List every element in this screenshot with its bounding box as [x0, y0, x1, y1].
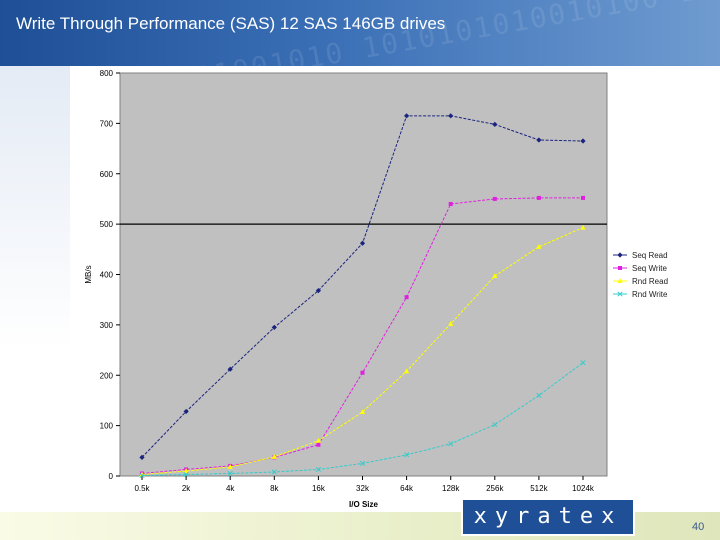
data-point-seq-write	[316, 442, 321, 447]
x-tick-label: 256k	[486, 484, 504, 493]
legend-marker-seq-read	[617, 252, 623, 258]
title-bar: 0101100101001010 1010101010010100 100101…	[0, 0, 720, 66]
data-point-seq-read	[448, 113, 454, 119]
data-point-seq-read	[183, 408, 189, 415]
data-point-rnd-write	[139, 472, 145, 479]
legend-marker-seq-write	[618, 266, 622, 270]
x-tick-label: 32k	[356, 484, 370, 493]
x-tick-label: 64k	[400, 484, 414, 493]
y-tick-label: 800	[100, 69, 114, 78]
data-point-seq-read	[139, 454, 145, 460]
x-tick-label: 16k	[312, 484, 326, 493]
y-tick-label: 0	[109, 472, 114, 481]
data-point-rnd-write	[359, 460, 366, 466]
data-point-seq-write	[404, 295, 409, 300]
data-point-rnd-write	[580, 360, 586, 366]
legend-label-rnd-write: Rnd Write	[632, 290, 668, 299]
y-tick-label: 100	[100, 422, 114, 431]
page-number: 40	[692, 521, 705, 533]
data-point-rnd-write	[271, 469, 277, 475]
y-tick-label: 700	[100, 119, 114, 128]
data-point-seq-read	[492, 121, 498, 127]
x-tick-label: 8k	[270, 484, 279, 493]
x-tick-label: 0.5k	[134, 484, 150, 493]
data-point-rnd-read	[183, 468, 189, 473]
data-point-seq-read	[359, 240, 366, 246]
data-point-seq-read	[271, 324, 277, 330]
x-tick-label: 128k	[442, 484, 460, 493]
data-point-rnd-write	[183, 471, 189, 478]
y-tick-label: 500	[100, 220, 114, 229]
legend-marker-rnd-read	[617, 278, 623, 283]
x-tick-label: 2k	[182, 484, 191, 493]
y-tick-label: 400	[100, 271, 114, 280]
x-tick-label: 4k	[226, 484, 235, 493]
data-point-rnd-write	[404, 452, 410, 458]
data-point-seq-write	[492, 196, 497, 201]
legend-label-seq-read: Seq Read	[632, 251, 668, 260]
data-point-rnd-read	[492, 273, 498, 279]
data-point-rnd-write	[315, 466, 321, 473]
data-point-rnd-read	[536, 243, 542, 249]
xyratex-logo: xyratex	[461, 498, 635, 536]
y-tick-label: 600	[100, 170, 114, 179]
left-decorative-band	[0, 66, 70, 540]
data-point-rnd-read	[359, 409, 366, 415]
data-point-seq-read	[227, 366, 233, 372]
data-point-rnd-write	[492, 422, 498, 428]
data-point-seq-read	[315, 288, 321, 294]
data-point-rnd-read	[227, 464, 233, 469]
data-point-rnd-write	[448, 441, 454, 447]
data-point-rnd-read	[271, 454, 277, 459]
y-tick-label: 200	[100, 371, 114, 380]
data-point-seq-read	[404, 113, 410, 119]
y-tick-label: 300	[100, 321, 114, 330]
x-tick-label: 1024k	[572, 484, 595, 493]
data-point-rnd-read	[580, 224, 586, 230]
legend-label-seq-write: Seq Write	[632, 264, 668, 273]
y-axis-label: MB/s	[84, 265, 93, 283]
x-tick-label: 512k	[530, 484, 548, 493]
slide-title: Write Through Performance (SAS) 12 SAS 1…	[16, 14, 446, 33]
data-point-rnd-read	[404, 368, 410, 374]
legend-marker-rnd-write	[617, 291, 623, 297]
plot-area	[119, 72, 608, 477]
x-axis-label: I/O Size	[349, 500, 378, 509]
data-point-seq-write	[360, 370, 365, 375]
series-line-rnd-read	[141, 227, 584, 475]
data-point-seq-read	[580, 138, 586, 144]
data-point-seq-write	[536, 195, 541, 200]
data-point-seq-read	[536, 137, 542, 143]
data-point-rnd-read	[448, 321, 454, 326]
data-point-rnd-read	[315, 437, 321, 443]
data-point-rnd-write	[227, 470, 233, 477]
data-point-seq-write	[448, 201, 453, 206]
legend-label-rnd-read: Rnd Read	[632, 277, 668, 286]
data-point-rnd-write	[536, 392, 542, 398]
data-point-seq-write	[581, 195, 585, 200]
